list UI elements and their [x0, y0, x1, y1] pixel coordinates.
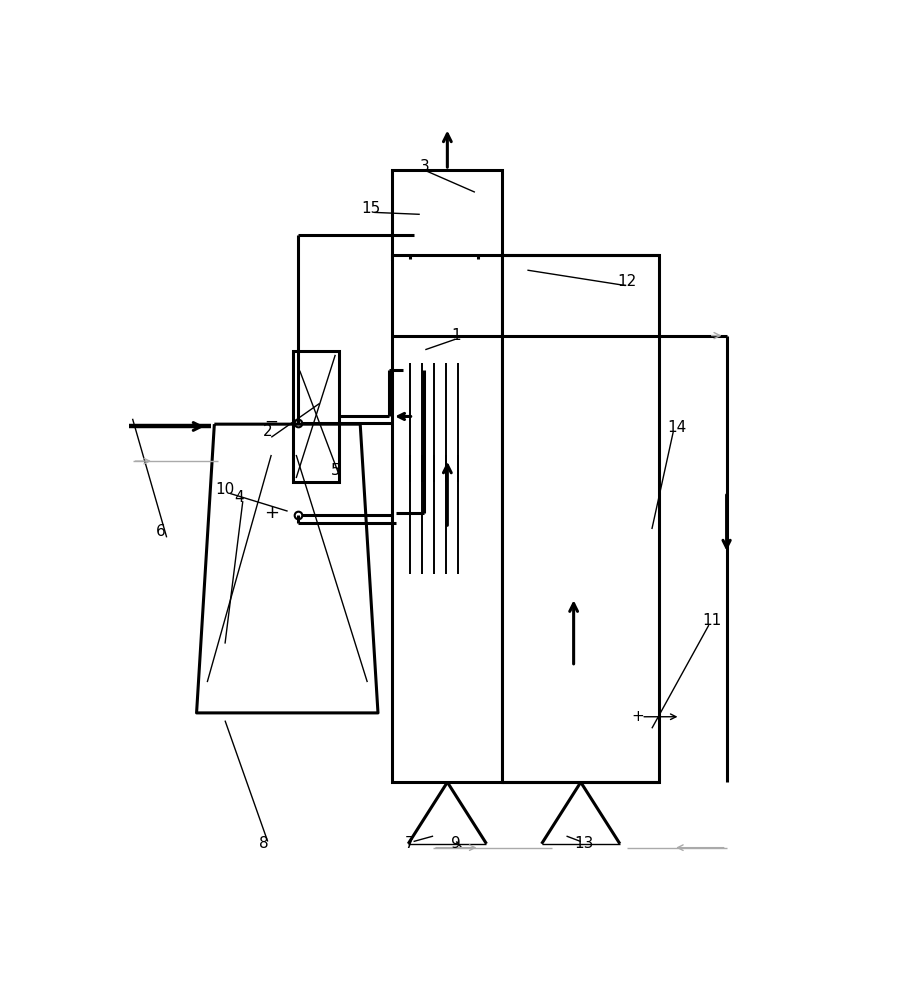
- Text: 10: 10: [216, 482, 235, 497]
- Text: 3: 3: [420, 159, 429, 174]
- Text: 1: 1: [452, 328, 461, 343]
- Bar: [392, 170, 502, 259]
- Text: 6: 6: [156, 524, 166, 539]
- Text: 7: 7: [405, 836, 415, 851]
- Text: $-$: $-$: [264, 411, 278, 429]
- Text: 13: 13: [575, 836, 594, 851]
- Text: 14: 14: [667, 420, 687, 436]
- Bar: [392, 255, 502, 782]
- Text: $+$: $+$: [631, 709, 644, 724]
- Text: 4: 4: [234, 490, 244, 505]
- Text: $+$: $+$: [263, 504, 279, 522]
- Bar: [293, 351, 339, 482]
- Text: 5: 5: [330, 463, 340, 478]
- Text: 15: 15: [362, 201, 380, 216]
- Text: 8: 8: [260, 836, 269, 851]
- Text: 12: 12: [618, 274, 636, 289]
- Text: 11: 11: [703, 613, 722, 628]
- Text: 9: 9: [452, 836, 461, 851]
- Bar: [502, 255, 659, 782]
- Text: 2: 2: [263, 424, 273, 439]
